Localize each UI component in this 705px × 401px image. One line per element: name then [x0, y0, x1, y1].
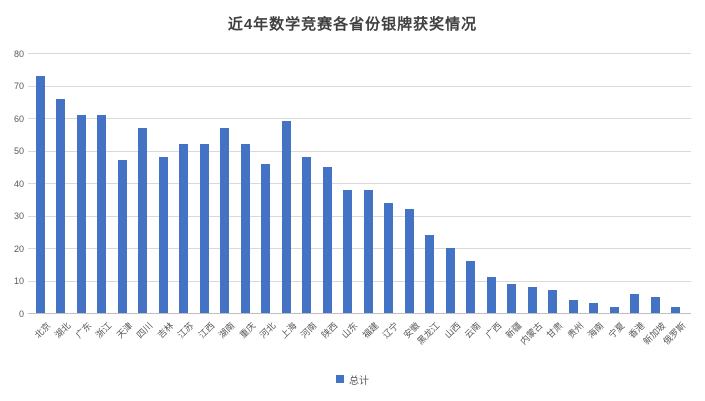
x-axis-category-label: 浙江: [94, 320, 114, 341]
x-axis-category-label: 黑龙江: [415, 320, 442, 347]
y-axis-tick-label: 0: [18, 308, 24, 319]
bar-广西: [486, 277, 496, 313]
y-axis-tick-label: 80: [13, 48, 24, 59]
bar-河南: [302, 157, 311, 313]
x-axis-category-label: 广东: [73, 320, 94, 341]
y-axis-tick-label: 40: [13, 178, 24, 189]
bar-香港: [630, 293, 639, 313]
x-axis-category-label: 陕西: [319, 320, 340, 341]
y-axis-tick-label: 60: [13, 113, 24, 124]
x-axis-category-label: 湖北: [53, 320, 73, 341]
x-axis-category-label: 江西: [196, 320, 217, 341]
y-axis-tick-label: 70: [13, 81, 24, 91]
bar-山西: [445, 248, 455, 313]
bar-贵州: [568, 300, 578, 313]
bar-北京: [35, 75, 45, 313]
y-axis-tick-label: 30: [13, 211, 24, 221]
bar-四川: [138, 127, 147, 313]
x-axis-category-label: 山西: [442, 320, 463, 341]
x-axis-line: [28, 313, 691, 314]
x-axis-category-label: 河北: [258, 320, 278, 341]
bar-河北: [261, 163, 270, 313]
bar-安徽: [404, 209, 414, 313]
x-axis-category-label: 上海: [278, 320, 299, 341]
bar-湖南: [220, 127, 229, 313]
x-axis-category-label: 吉林: [155, 320, 176, 341]
chart-title: 近4年数学竞赛各省份银牌获奖情况: [227, 16, 478, 33]
y-axis-tick-label: 50: [13, 146, 24, 156]
bar-天津: [117, 160, 127, 313]
gridline: [28, 85, 691, 87]
x-axis-category-label: 贵州: [565, 320, 586, 341]
bar-吉林: [158, 157, 168, 313]
legend-marker-icon: [336, 375, 344, 383]
gridline: [28, 118, 691, 119]
bar-广东: [76, 114, 86, 313]
bar-江苏: [179, 144, 188, 313]
x-axis-category-label: 北京: [32, 320, 53, 341]
bar-甘肃: [548, 290, 557, 313]
x-axis-category-label: 宁夏: [606, 320, 627, 341]
gridline: [28, 183, 691, 184]
bar-湖北: [56, 98, 65, 313]
y-axis-tick-label: 20: [13, 243, 24, 254]
x-axis-category-label: 江苏: [176, 320, 196, 341]
x-axis-category-label: 四川: [135, 320, 155, 341]
x-axis-category-label: 天津: [114, 320, 135, 341]
bar-江西: [199, 144, 209, 313]
bar-上海: [281, 121, 291, 313]
bar-陕西: [322, 166, 332, 313]
bar-重庆: [240, 144, 250, 313]
legend-series-label: 总计: [349, 375, 369, 387]
gridline: [28, 215, 691, 217]
bar-黑龙江: [425, 235, 434, 313]
x-axis-category-label: 辽宁: [381, 320, 401, 341]
x-axis-category-label: 湖南: [217, 320, 237, 341]
x-axis-category-label: 甘肃: [545, 320, 565, 341]
bar-福建: [363, 189, 373, 313]
x-axis-category-label: 俄罗斯: [661, 320, 688, 347]
bar-内蒙古: [527, 287, 537, 313]
legend: 总计: [0, 371, 705, 387]
bar-宁夏: [609, 306, 619, 313]
gridline: [28, 150, 691, 152]
gridline: [28, 248, 691, 249]
y-axis-tick-label: 10: [13, 276, 24, 286]
bar-辽宁: [384, 202, 393, 313]
bar-新疆: [507, 283, 516, 313]
bar-海南: [589, 303, 598, 313]
gridline: [28, 53, 691, 54]
gridline: [28, 280, 691, 282]
x-axis-category-label: 广西: [483, 320, 504, 341]
bar-云南: [466, 261, 475, 313]
bar-俄罗斯: [671, 306, 680, 313]
x-axis-category-label: 河南: [299, 320, 319, 341]
x-axis-category-label: 海南: [586, 320, 606, 341]
bar-山东: [343, 189, 352, 313]
x-axis-category-label: 云南: [463, 320, 483, 341]
x-axis-category-label: 山东: [340, 320, 360, 341]
x-axis-category-label: 福建: [360, 320, 381, 341]
x-axis-category-label: 内蒙古: [518, 320, 545, 347]
bar-浙江: [97, 114, 106, 313]
x-axis-category-label: 重庆: [237, 320, 258, 341]
bar-新加坡: [650, 296, 660, 313]
